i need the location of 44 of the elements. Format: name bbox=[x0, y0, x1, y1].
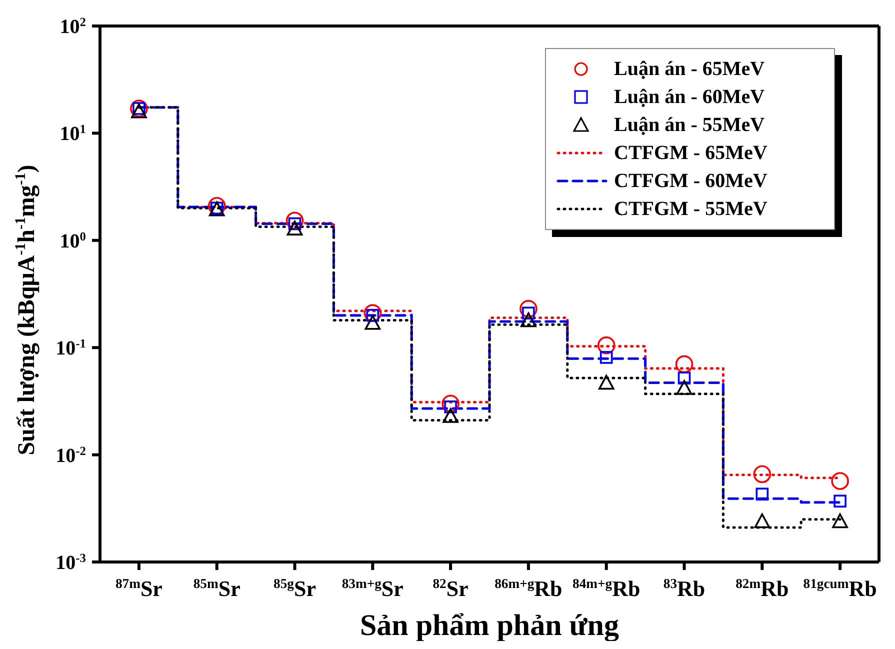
x-tick-label: $^{82m}$Rb bbox=[736, 576, 789, 601]
point bbox=[598, 374, 614, 390]
legend-label: Luận án - 65MeV bbox=[614, 58, 765, 80]
x-tick-label: $^{86m+g}$Rb bbox=[494, 576, 562, 601]
point bbox=[442, 394, 460, 413]
point bbox=[286, 212, 304, 230]
x-tick-label: $^{82}$Sr bbox=[432, 576, 469, 601]
x-tick-label: $^{84m+g}$Rb bbox=[572, 576, 640, 601]
point bbox=[208, 196, 226, 215]
point bbox=[520, 300, 538, 318]
legend-label: CTFGM - 55MeV bbox=[614, 198, 768, 220]
y-tick-label: 10$^{1}$ bbox=[60, 122, 86, 146]
point bbox=[442, 408, 458, 423]
point bbox=[678, 372, 691, 384]
point bbox=[597, 336, 616, 354]
y-tick-label: 10$^{0}$ bbox=[60, 229, 86, 252]
point bbox=[286, 220, 303, 236]
point bbox=[600, 351, 613, 364]
y-tick-label: 10$^{2}$ bbox=[60, 14, 86, 38]
x-tick-label: $^{81gcum}$Rb bbox=[803, 576, 877, 601]
point bbox=[831, 472, 849, 490]
point bbox=[754, 513, 770, 528]
x-tick-label: $^{87m}$Sr bbox=[115, 576, 163, 601]
legend-label: Luận án - 55MeV bbox=[614, 114, 765, 136]
point bbox=[520, 312, 536, 328]
x-tick-label: $^{85m}$Sr bbox=[193, 576, 241, 601]
point bbox=[364, 314, 381, 330]
legend-label: CTFGM - 65MeV bbox=[614, 142, 768, 164]
y-tick-label: 10$^{-3}$ bbox=[56, 550, 86, 574]
legend-label: Luận án - 60MeV bbox=[614, 86, 765, 108]
point bbox=[675, 355, 694, 374]
y-tick-label: 10$^{-2}$ bbox=[56, 444, 86, 467]
x-tick-label: $^{83m+g}$Sr bbox=[342, 576, 404, 601]
point bbox=[676, 380, 692, 395]
x-tick-label: $^{85g}$Sr bbox=[274, 576, 316, 601]
legend-label: CTFGM - 60MeV bbox=[614, 170, 768, 192]
y-tick-label: 10$^{-1}$ bbox=[56, 336, 86, 360]
point bbox=[364, 304, 382, 322]
point bbox=[756, 488, 769, 500]
point bbox=[131, 103, 147, 118]
x-tick-label: $^{83}$Rb bbox=[663, 576, 706, 601]
point bbox=[832, 513, 848, 528]
point bbox=[834, 494, 846, 508]
point bbox=[753, 465, 772, 484]
